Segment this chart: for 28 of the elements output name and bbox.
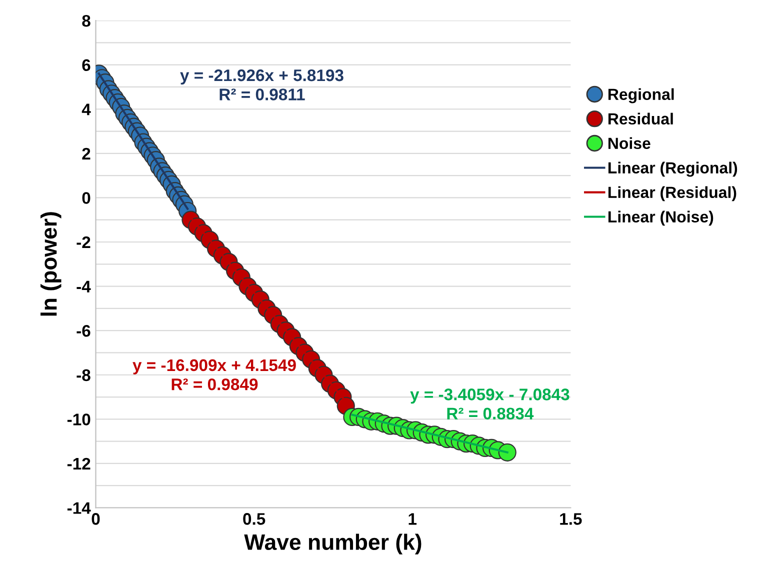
point xyxy=(498,443,516,462)
y-tick-label: 2 xyxy=(82,148,90,160)
y-axis-title: ln (power) xyxy=(40,212,62,316)
y-tick-label: -10 xyxy=(67,414,90,426)
y-tick-label: -8 xyxy=(76,369,90,382)
legend-label: Residual xyxy=(608,112,673,125)
x-tick-label: 1 xyxy=(408,513,417,525)
x-tick-label: 0.5 xyxy=(243,513,266,525)
y-tick-label: -4 xyxy=(76,280,91,292)
x-tick-label: 0 xyxy=(92,513,100,525)
y-tick-label: 0 xyxy=(82,192,90,204)
annotation: y = -21.926x + 5.8193 R² = 0.9811 xyxy=(180,69,344,100)
legend-label: Linear (Regional) xyxy=(608,162,738,177)
y-tick-label: 6 xyxy=(82,59,90,72)
y-tick-label: -14 xyxy=(67,502,91,514)
legend-label: Linear (Noise) xyxy=(608,210,714,226)
legend-label: Regional xyxy=(608,88,674,104)
x-axis-title: Wave number (k) xyxy=(244,534,422,554)
y-tick-label: 8 xyxy=(82,14,90,27)
y-tick-label: -2 xyxy=(76,236,90,248)
annotation: y = -3.4059x - 7.0843 R² = 0.8834 xyxy=(410,388,570,420)
y-tick-label: 4 xyxy=(82,104,91,116)
y-tick-label: -12 xyxy=(67,458,90,470)
x-tick-label: 1.5 xyxy=(560,513,582,525)
legend-label: Linear (Residual) xyxy=(608,186,736,202)
legend-label: Noise xyxy=(608,137,650,150)
y-tick-label: -6 xyxy=(76,324,90,337)
annotation: y = -16.909x + 4.1549 R² = 0.9849 xyxy=(132,359,296,390)
